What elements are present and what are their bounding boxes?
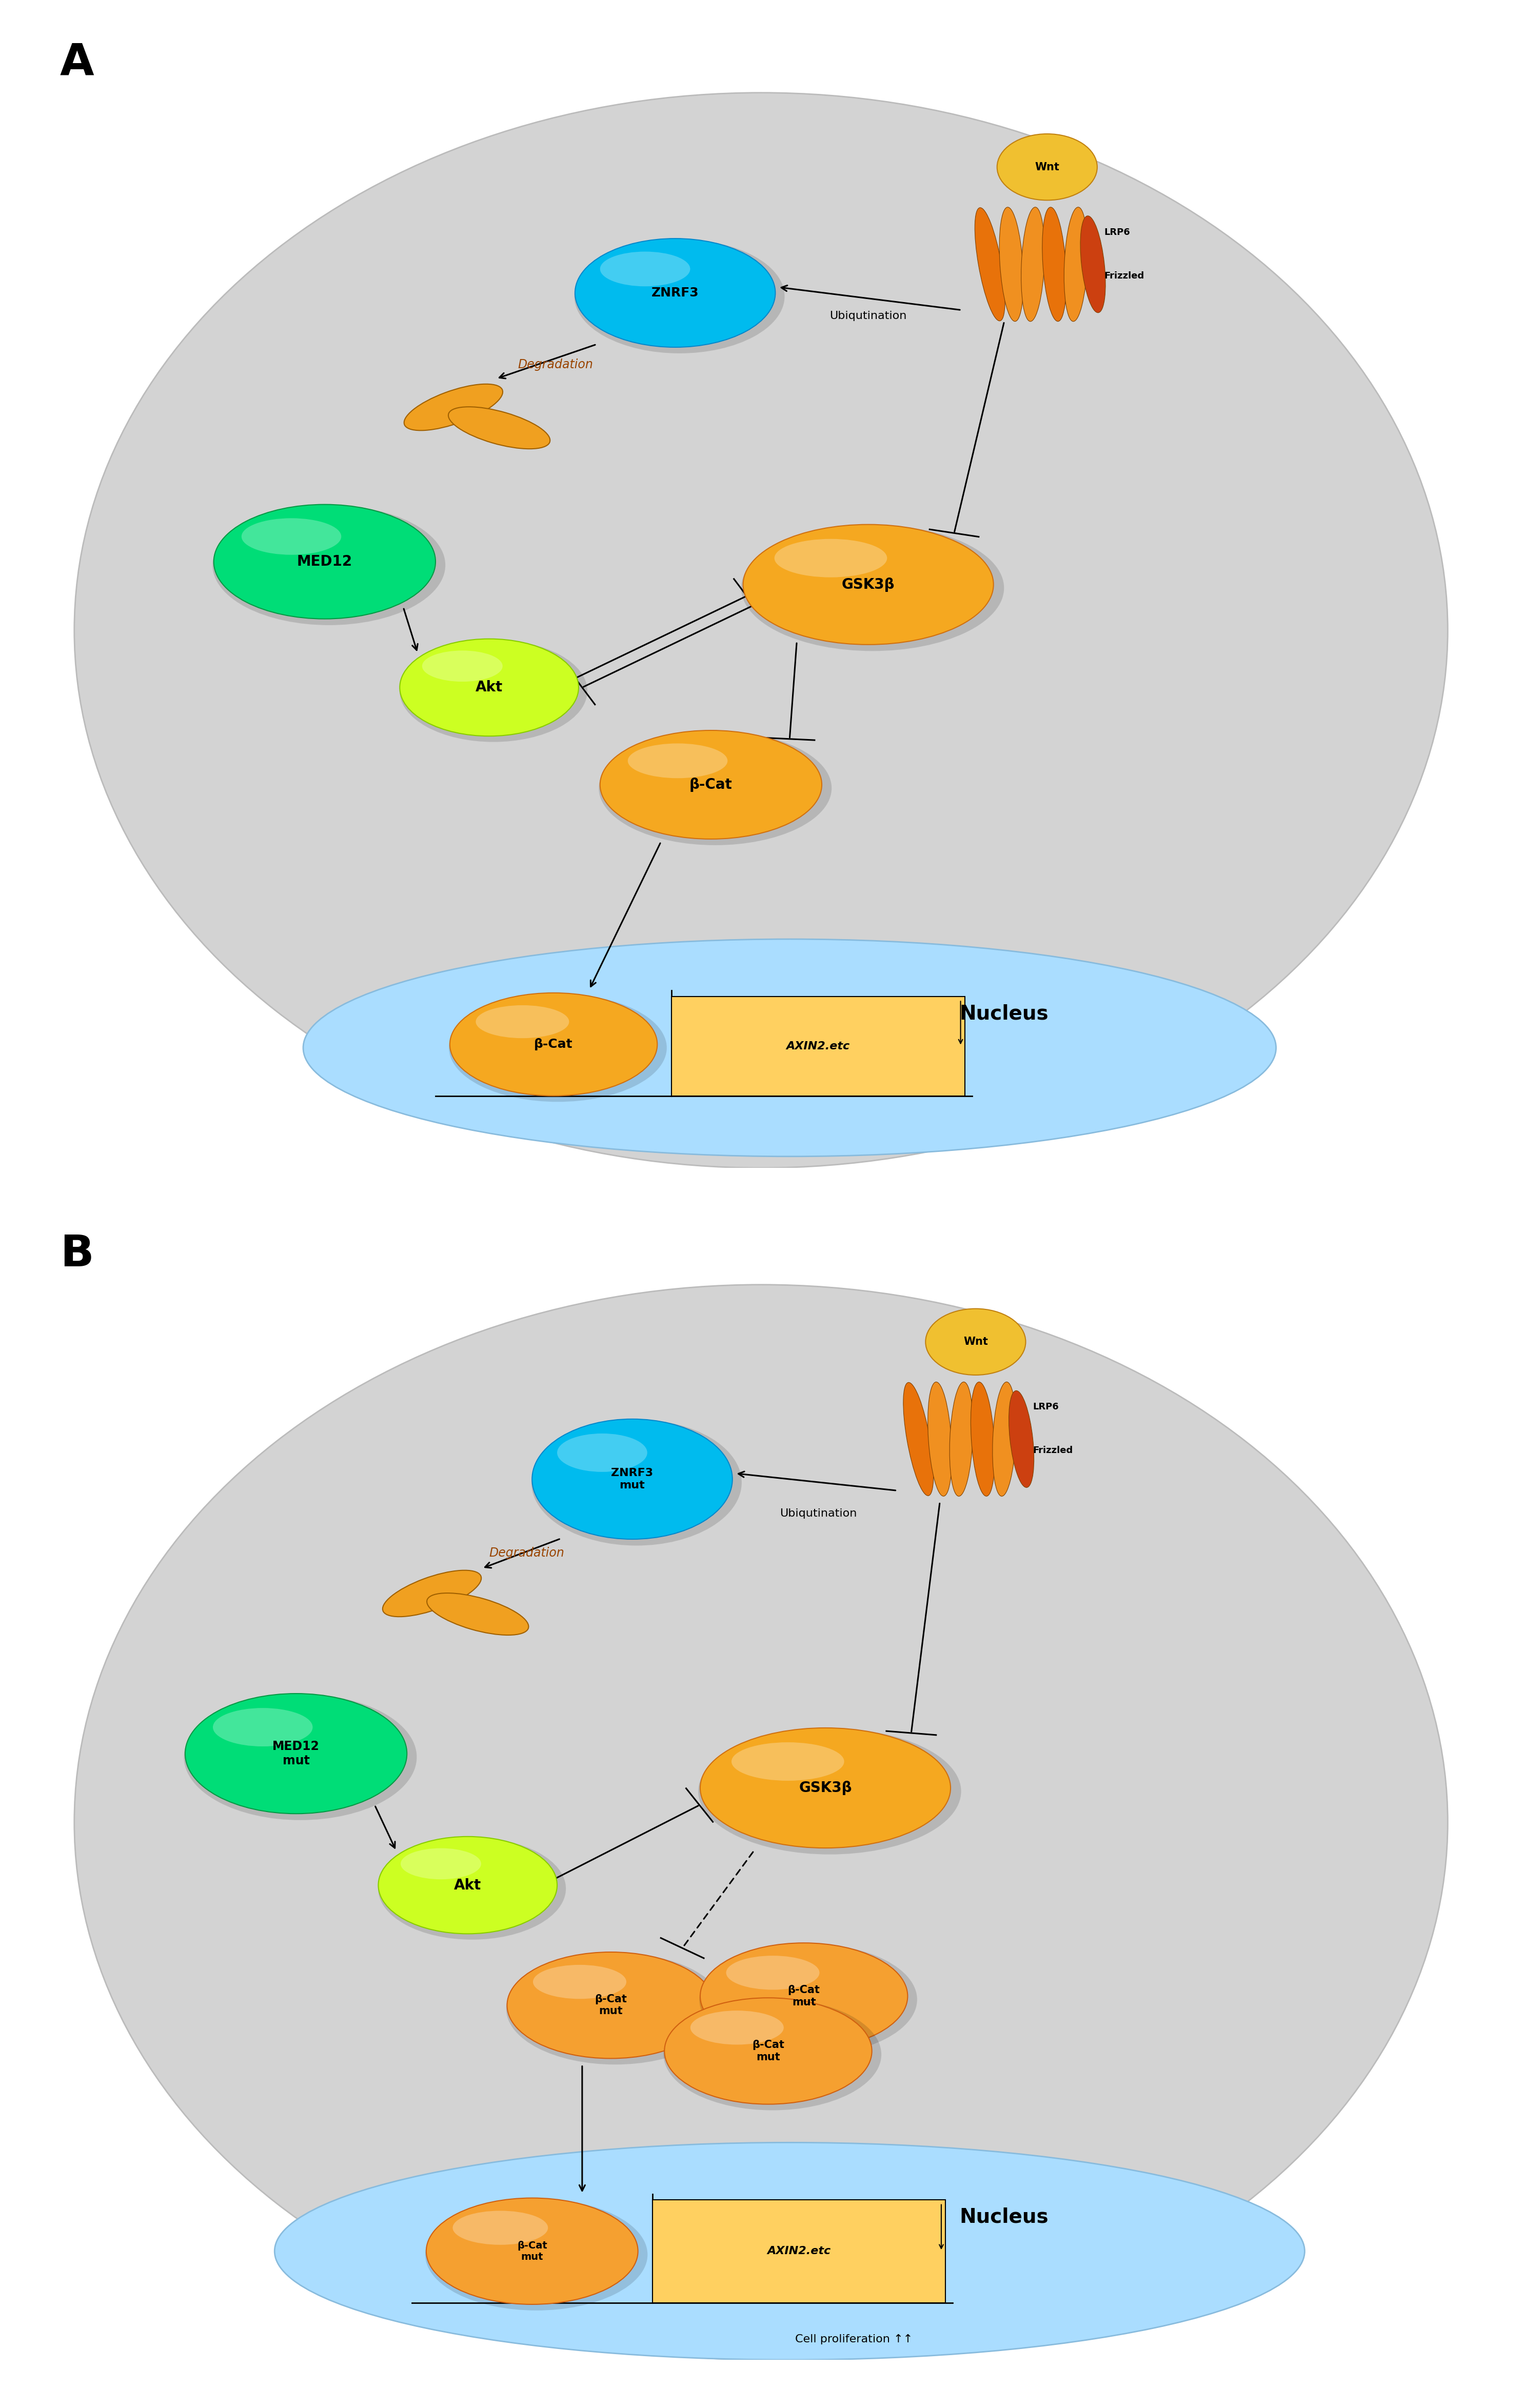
Text: Degradation: Degradation (489, 1546, 565, 1560)
Ellipse shape (451, 992, 658, 1096)
Ellipse shape (928, 1382, 951, 1495)
Text: LRP6: LRP6 (1105, 229, 1131, 236)
Text: β-Cat
mut: β-Cat mut (788, 1984, 820, 2008)
Ellipse shape (950, 1382, 973, 1495)
Text: GSK3β: GSK3β (799, 1782, 852, 1794)
Text: ZNRF3
mut: ZNRF3 mut (612, 1469, 653, 1491)
Ellipse shape (531, 1418, 741, 1546)
Ellipse shape (743, 525, 994, 645)
Ellipse shape (925, 1308, 1026, 1375)
Ellipse shape (449, 995, 667, 1103)
Text: B: B (59, 1233, 94, 1276)
Ellipse shape (1081, 217, 1105, 313)
Ellipse shape (213, 503, 435, 619)
Ellipse shape (274, 2143, 1304, 2360)
Ellipse shape (184, 1693, 417, 1820)
Ellipse shape (699, 1729, 960, 1854)
Ellipse shape (699, 1943, 918, 2056)
Text: AXIN2.etc: AXIN2.etc (767, 2247, 831, 2256)
FancyBboxPatch shape (653, 2201, 945, 2302)
Ellipse shape (775, 539, 887, 578)
Text: Nucleus: Nucleus (960, 1004, 1049, 1023)
Ellipse shape (974, 207, 1005, 320)
Text: Wnt: Wnt (1035, 161, 1059, 173)
Text: MED12
mut: MED12 mut (272, 1741, 320, 1767)
Text: Frizzled: Frizzled (1105, 272, 1145, 279)
Text: Nucleus: Nucleus (960, 2208, 1049, 2227)
Text: A: A (59, 41, 94, 84)
Text: Cell proliferation ↑↑: Cell proliferation ↑↑ (794, 2333, 913, 2345)
Ellipse shape (1000, 207, 1023, 320)
Ellipse shape (627, 744, 728, 778)
Text: β-Cat
mut: β-Cat mut (517, 2242, 548, 2261)
Ellipse shape (507, 1953, 714, 2059)
Ellipse shape (1021, 207, 1044, 320)
Ellipse shape (600, 250, 689, 287)
Ellipse shape (574, 238, 785, 354)
Ellipse shape (1064, 207, 1087, 320)
Ellipse shape (997, 135, 1097, 200)
Ellipse shape (664, 1999, 881, 2109)
Ellipse shape (452, 2211, 548, 2244)
Ellipse shape (400, 1849, 481, 1878)
Ellipse shape (426, 2199, 638, 2304)
Ellipse shape (507, 1953, 724, 2064)
Ellipse shape (700, 1729, 951, 1847)
Ellipse shape (575, 238, 775, 347)
Text: GSK3β: GSK3β (842, 578, 895, 592)
Ellipse shape (533, 1965, 627, 1999)
Ellipse shape (426, 1594, 528, 1635)
Ellipse shape (1043, 207, 1067, 320)
Ellipse shape (186, 1693, 406, 1813)
Text: ZNRF3: ZNRF3 (651, 287, 699, 299)
Ellipse shape (400, 638, 578, 737)
Text: Ubiqutination: Ubiqutination (779, 1507, 857, 1519)
Ellipse shape (600, 730, 822, 838)
Ellipse shape (598, 732, 831, 845)
Text: MED12: MED12 (297, 554, 353, 568)
Text: Degradation: Degradation (517, 359, 594, 371)
Text: β-Cat: β-Cat (689, 778, 732, 792)
Ellipse shape (400, 641, 587, 742)
Text: β-Cat: β-Cat (534, 1038, 572, 1050)
Ellipse shape (213, 506, 446, 626)
Text: Wnt: Wnt (963, 1336, 988, 1346)
Ellipse shape (377, 1837, 566, 1938)
Ellipse shape (700, 1943, 907, 2049)
Ellipse shape (726, 1955, 819, 1989)
Ellipse shape (903, 1382, 933, 1495)
Ellipse shape (476, 1004, 569, 1038)
Ellipse shape (303, 939, 1275, 1156)
Text: Akt: Akt (475, 681, 502, 694)
FancyBboxPatch shape (671, 997, 965, 1096)
Ellipse shape (741, 525, 1005, 650)
Ellipse shape (1009, 1392, 1033, 1488)
Ellipse shape (75, 1286, 1447, 2360)
Text: Ubiqutination: Ubiqutination (829, 311, 907, 320)
Ellipse shape (403, 383, 502, 431)
Ellipse shape (449, 407, 549, 448)
Text: AXIN2.etc: AXIN2.etc (787, 1040, 851, 1052)
Ellipse shape (379, 1837, 557, 1934)
Ellipse shape (732, 1743, 845, 1782)
Ellipse shape (557, 1433, 647, 1471)
Ellipse shape (425, 2199, 647, 2309)
Ellipse shape (382, 1570, 481, 1616)
Text: β-Cat
mut: β-Cat mut (595, 1994, 627, 2015)
Ellipse shape (213, 1707, 312, 1746)
Ellipse shape (242, 518, 341, 554)
Ellipse shape (971, 1382, 995, 1495)
Ellipse shape (665, 1999, 872, 2105)
Ellipse shape (992, 1382, 1015, 1495)
Text: LRP6: LRP6 (1033, 1401, 1059, 1411)
Text: Frizzled: Frizzled (1033, 1445, 1073, 1454)
Text: Akt: Akt (454, 1878, 481, 1893)
Ellipse shape (691, 2011, 784, 2044)
Ellipse shape (75, 94, 1447, 1168)
Text: β-Cat
mut: β-Cat mut (752, 2040, 784, 2061)
Ellipse shape (533, 1418, 732, 1539)
Ellipse shape (422, 650, 502, 681)
